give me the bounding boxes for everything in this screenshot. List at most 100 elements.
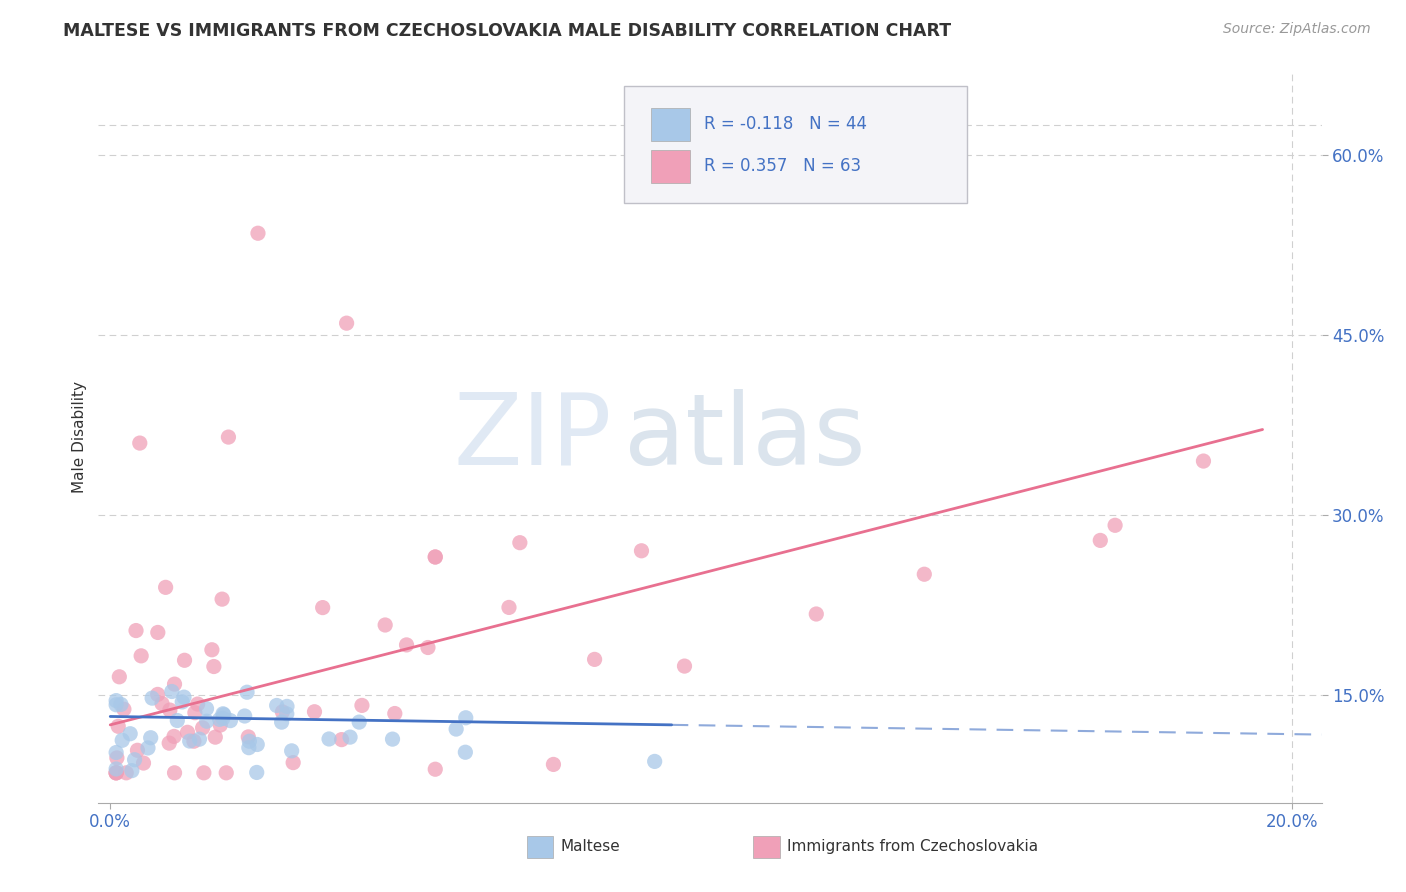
Point: [283, 756, 305, 770]
Point: [139, 731, 162, 745]
Point: [219, 714, 242, 728]
Point: [159, 703, 181, 717]
Point: [498, 600, 520, 615]
Point: [233, 709, 256, 723]
Point: [112, 702, 135, 716]
Point: [160, 684, 183, 698]
Point: [246, 738, 269, 752]
Text: R = -0.118   N = 44: R = -0.118 N = 44: [704, 115, 868, 133]
Point: [110, 698, 132, 712]
Point: [350, 698, 373, 713]
Point: [166, 714, 188, 728]
Point: [912, 567, 935, 582]
Point: [330, 732, 353, 747]
Text: atlas: atlas: [624, 389, 866, 485]
Point: [201, 642, 224, 657]
Point: [425, 549, 447, 564]
Point: [121, 764, 143, 778]
Point: [395, 638, 418, 652]
Point: [163, 765, 186, 780]
Point: [163, 677, 186, 691]
Bar: [526, 836, 554, 858]
Point: [105, 765, 128, 780]
Point: [304, 705, 326, 719]
Point: [176, 725, 198, 739]
Text: Source: ZipAtlas.com: Source: ZipAtlas.com: [1223, 22, 1371, 37]
Point: [173, 653, 195, 667]
Point: [212, 711, 235, 725]
Point: [141, 691, 163, 706]
Point: [124, 753, 146, 767]
Point: [276, 699, 298, 714]
Point: [187, 697, 209, 711]
Point: [454, 745, 477, 759]
Point: [1104, 518, 1126, 533]
Point: [105, 751, 128, 765]
Point: [191, 721, 214, 735]
Point: [425, 762, 447, 776]
Point: [193, 765, 215, 780]
Point: [374, 618, 396, 632]
Text: ZIP: ZIP: [454, 389, 612, 485]
Point: [246, 765, 269, 780]
Text: R = 0.357   N = 63: R = 0.357 N = 63: [704, 158, 860, 176]
Point: [246, 226, 269, 240]
Point: [543, 757, 565, 772]
Point: [105, 698, 128, 712]
Bar: [651, 108, 690, 141]
Point: [136, 741, 159, 756]
Point: [208, 713, 231, 727]
Point: [336, 316, 359, 330]
Point: [128, 436, 150, 450]
Point: [280, 744, 302, 758]
Point: [266, 698, 288, 713]
Point: [105, 762, 128, 776]
Point: [311, 600, 333, 615]
Point: [115, 765, 138, 780]
Point: [238, 730, 260, 744]
Point: [236, 685, 259, 699]
Text: Immigrants from Czechoslovakia: Immigrants from Czechoslovakia: [787, 839, 1038, 855]
Point: [184, 706, 207, 720]
Point: [806, 607, 828, 621]
Point: [212, 707, 235, 722]
Point: [211, 592, 233, 607]
Point: [212, 706, 235, 721]
Point: [630, 543, 652, 558]
Point: [381, 732, 404, 747]
Point: [673, 659, 696, 673]
Bar: [752, 836, 780, 858]
Text: MALTESE VS IMMIGRANTS FROM CZECHOSLOVAKIA MALE DISABILITY CORRELATION CHART: MALTESE VS IMMIGRANTS FROM CZECHOSLOVAKI…: [63, 22, 952, 40]
Point: [1192, 454, 1215, 468]
Point: [107, 719, 129, 733]
Point: [105, 693, 128, 707]
Point: [276, 706, 298, 721]
Point: [111, 733, 134, 747]
Point: [155, 580, 177, 594]
Point: [339, 730, 361, 744]
Point: [105, 746, 128, 760]
Point: [209, 718, 232, 732]
Bar: [651, 150, 690, 183]
Point: [384, 706, 406, 721]
Point: [454, 711, 477, 725]
Point: [195, 714, 218, 729]
Point: [179, 734, 201, 748]
Point: [204, 730, 226, 744]
Point: [425, 549, 447, 564]
Point: [202, 659, 225, 673]
Point: [238, 740, 260, 755]
Point: [416, 640, 439, 655]
Point: [146, 687, 169, 701]
Point: [509, 535, 531, 549]
Point: [444, 722, 467, 736]
Point: [105, 765, 128, 780]
Point: [644, 755, 666, 769]
Point: [583, 652, 606, 666]
Point: [108, 670, 131, 684]
Point: [127, 743, 149, 757]
Point: [105, 765, 128, 780]
Point: [163, 730, 186, 744]
Point: [318, 731, 340, 746]
Point: [125, 624, 148, 638]
